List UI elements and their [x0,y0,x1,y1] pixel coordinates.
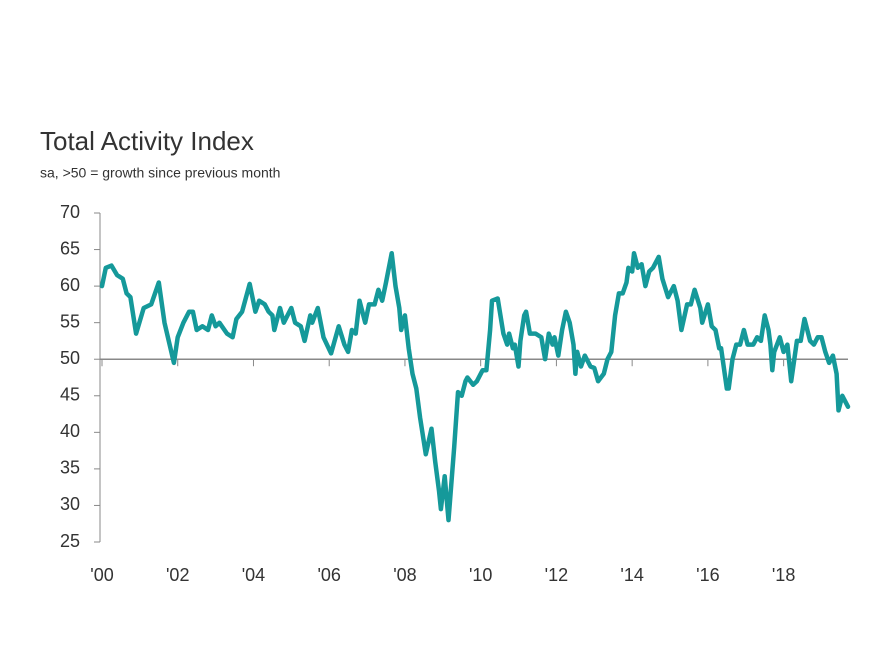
y-tick-label: 50 [60,348,80,368]
x-tick-label: '12 [545,565,568,585]
y-tick-label: 25 [60,531,80,551]
x-tick-label: '00 [90,565,113,585]
x-tick-label: '16 [696,565,719,585]
data-line [99,250,851,523]
x-tick-label: '06 [317,565,340,585]
x-tick-label: '14 [620,565,643,585]
y-tick-label: 35 [60,458,80,478]
y-tick-label: 40 [60,421,80,441]
y-tick-label: 45 [60,385,80,405]
y-tick-label: 70 [60,202,80,222]
chart-title: Total Activity Index [40,126,254,156]
y-tick-label: 65 [60,238,80,258]
x-tick-label: '18 [772,565,795,585]
x-tick-label: '10 [469,565,492,585]
chart-subtitle: sa, >50 = growth since previous month [40,165,280,181]
y-tick-label: 30 [60,494,80,514]
x-tick-label: '08 [393,565,416,585]
x-tick-label: '04 [242,565,265,585]
y-tick-label: 55 [60,311,80,331]
y-tick-label: 60 [60,275,80,295]
x-tick-label: '02 [166,565,189,585]
